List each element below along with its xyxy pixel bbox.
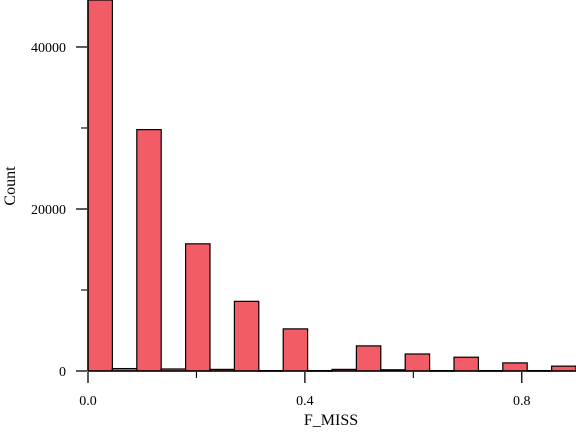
histogram-bar	[282, 328, 309, 372]
histogram-bar	[502, 362, 528, 372]
x-axis-title: F_MISS	[304, 412, 358, 429]
histogram-bar	[185, 243, 211, 372]
y-tick-label: 20000	[31, 203, 66, 218]
histogram-bar	[233, 300, 260, 372]
y-tick-label: 0	[59, 365, 66, 380]
bars-group	[87, 0, 576, 372]
y-axis-title: Count	[2, 166, 19, 206]
histogram-bar	[136, 129, 162, 372]
histogram-bar	[453, 356, 479, 372]
histogram-bar	[404, 353, 431, 372]
x-tick-label: 0.4	[296, 394, 314, 409]
axes-group: 0.0 0.4 0.8 0 20000 40000	[31, 0, 576, 409]
histogram-bar	[355, 345, 382, 372]
y-tick-label: 40000	[31, 41, 66, 56]
histogram-bar	[87, 0, 113, 372]
x-tick-label: 0.0	[79, 394, 97, 409]
x-tick-label: 0.8	[513, 394, 531, 409]
